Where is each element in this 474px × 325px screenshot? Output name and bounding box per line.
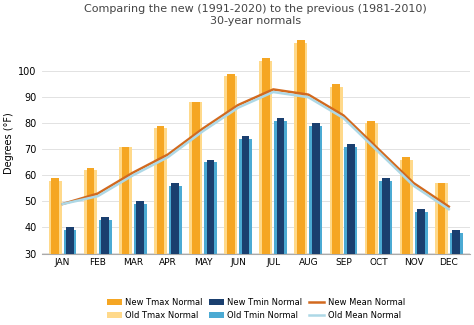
New Mean Normal [446, 205, 452, 209]
Line: New Mean Normal: New Mean Normal [63, 89, 449, 207]
Bar [262, 58, 270, 325]
Bar [450, 233, 463, 325]
New Mean Normal [200, 126, 206, 130]
Old Mean Normal [270, 90, 276, 94]
Bar [402, 157, 410, 325]
New Mean Normal [306, 93, 311, 97]
Bar [382, 178, 390, 325]
Old Mean Normal [235, 106, 241, 110]
Old Mean Normal [95, 194, 100, 198]
Bar [101, 217, 109, 325]
New Mean Normal [130, 171, 136, 175]
Bar [297, 40, 305, 325]
Bar [137, 202, 144, 325]
Bar [66, 227, 74, 325]
Bar [415, 212, 428, 325]
New Mean Normal [341, 113, 346, 117]
Bar [172, 183, 179, 325]
Old Mean Normal [341, 116, 346, 120]
Bar [169, 186, 182, 325]
Old Mean Normal [60, 202, 65, 206]
Bar [207, 160, 214, 325]
Bar [239, 139, 252, 325]
Title: Comparing the new (1991-2020) to the previous (1981-2010)
30-year normals: Comparing the new (1991-2020) to the pre… [84, 4, 427, 26]
Bar [452, 230, 460, 325]
Bar [134, 204, 147, 325]
Bar [86, 168, 94, 325]
Bar [157, 126, 164, 325]
Bar [367, 121, 375, 325]
Bar [154, 128, 167, 325]
Bar [344, 147, 357, 325]
Bar [274, 121, 287, 325]
Bar [224, 76, 237, 325]
Old Mean Normal [446, 207, 452, 211]
Bar [51, 178, 59, 325]
Bar [119, 147, 132, 325]
New Mean Normal [165, 152, 171, 156]
Bar [438, 183, 445, 325]
New Mean Normal [60, 202, 65, 206]
Line: Old Mean Normal: Old Mean Normal [63, 92, 449, 209]
Bar [122, 147, 129, 325]
Old Mean Normal [376, 150, 382, 154]
Bar [84, 170, 97, 325]
Bar [294, 43, 308, 325]
Bar [277, 118, 284, 325]
Old Mean Normal [200, 129, 206, 133]
Old Mean Normal [130, 174, 136, 177]
New Mean Normal [376, 147, 382, 151]
Old Mean Normal [411, 184, 417, 188]
Bar [189, 102, 202, 325]
Bar [417, 209, 425, 325]
Bar [227, 74, 235, 325]
Bar [365, 123, 378, 325]
Bar [400, 160, 413, 325]
Bar [312, 123, 319, 325]
New Mean Normal [411, 181, 417, 185]
Bar [329, 87, 343, 325]
Bar [309, 126, 322, 325]
New Mean Normal [235, 103, 241, 107]
Bar [49, 181, 62, 325]
New Mean Normal [270, 87, 276, 91]
Old Mean Normal [165, 155, 171, 159]
Bar [64, 230, 76, 325]
Bar [204, 162, 217, 325]
Bar [380, 181, 392, 325]
New Mean Normal [95, 192, 100, 196]
Bar [192, 102, 200, 325]
Bar [242, 136, 249, 325]
Bar [99, 220, 111, 325]
Bar [259, 61, 273, 325]
Bar [332, 84, 340, 325]
Old Mean Normal [306, 95, 311, 99]
Legend: New Tmax Normal, Old Tmax Normal, New Tmin Normal, Old Tmin Normal, New Mean Nor: New Tmax Normal, Old Tmax Normal, New Tm… [107, 297, 405, 320]
Bar [347, 144, 355, 325]
Bar [435, 183, 448, 325]
Y-axis label: Degrees (°F): Degrees (°F) [4, 112, 14, 174]
